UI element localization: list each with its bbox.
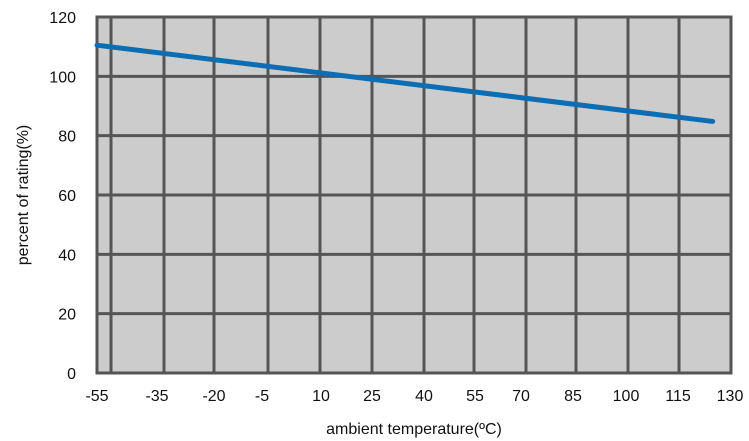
y-tick-label: 20: [58, 307, 76, 324]
x-tick-label: -20: [202, 388, 225, 405]
y-tick-label: 120: [49, 10, 76, 27]
x-tick-label: 130: [717, 388, 744, 405]
y-tick-label: 60: [58, 188, 76, 205]
x-tick-label: 40: [415, 388, 433, 405]
x-tick-label: 100: [613, 388, 640, 405]
x-tick-label: 10: [312, 388, 330, 405]
x-tick-label: -5: [255, 388, 269, 405]
series-line: [94, 42, 716, 124]
y-tick-label: 100: [49, 69, 76, 86]
x-tick-label: 70: [512, 388, 530, 405]
plot-frame: [95, 15, 733, 375]
x-tick-label: 115: [665, 388, 691, 405]
y-tick-label: 40: [58, 247, 76, 264]
y-tick-label: 0: [67, 366, 76, 383]
x-tick-labels: -55 -35 -20 -5 10 25 40 55 70 85 100 115 130: [85, 388, 743, 405]
grid-horizontal: [97, 74, 731, 316]
x-tick-label: 25: [363, 388, 381, 405]
y-tick-labels: 0 20 40 60 80 100 120: [49, 10, 76, 383]
x-axis-label: ambient temperature(ºC): [326, 421, 502, 438]
x-tick-label: 85: [564, 388, 582, 405]
x-tick-label: 55: [466, 388, 484, 405]
x-tick-label: -55: [85, 388, 108, 405]
series-lines: [94, 42, 716, 124]
x-tick-label: -35: [145, 388, 168, 405]
y-axis-label: percent of rating(%): [15, 125, 32, 266]
y-tick-label: 80: [58, 129, 76, 146]
